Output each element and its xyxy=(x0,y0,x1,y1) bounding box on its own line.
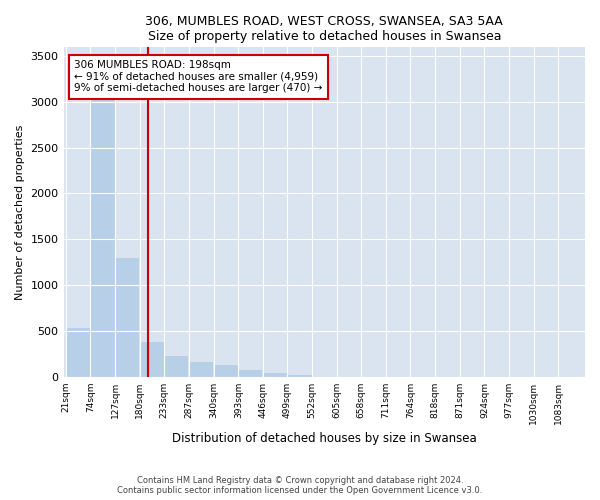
Bar xyxy=(190,362,213,376)
Bar xyxy=(164,356,188,376)
Bar xyxy=(288,375,311,376)
X-axis label: Distribution of detached houses by size in Swansea: Distribution of detached houses by size … xyxy=(172,432,476,445)
Bar xyxy=(263,373,287,376)
Bar xyxy=(67,328,90,376)
Text: Contains HM Land Registry data © Crown copyright and database right 2024.
Contai: Contains HM Land Registry data © Crown c… xyxy=(118,476,482,495)
Bar xyxy=(140,342,164,376)
Title: 306, MUMBLES ROAD, WEST CROSS, SWANSEA, SA3 5AA
Size of property relative to det: 306, MUMBLES ROAD, WEST CROSS, SWANSEA, … xyxy=(145,15,503,43)
Bar xyxy=(239,370,262,376)
Bar xyxy=(115,258,139,376)
Bar xyxy=(214,365,238,376)
Y-axis label: Number of detached properties: Number of detached properties xyxy=(15,124,25,300)
Bar xyxy=(91,84,115,376)
Text: 306 MUMBLES ROAD: 198sqm
← 91% of detached houses are smaller (4,959)
9% of semi: 306 MUMBLES ROAD: 198sqm ← 91% of detach… xyxy=(74,60,322,94)
